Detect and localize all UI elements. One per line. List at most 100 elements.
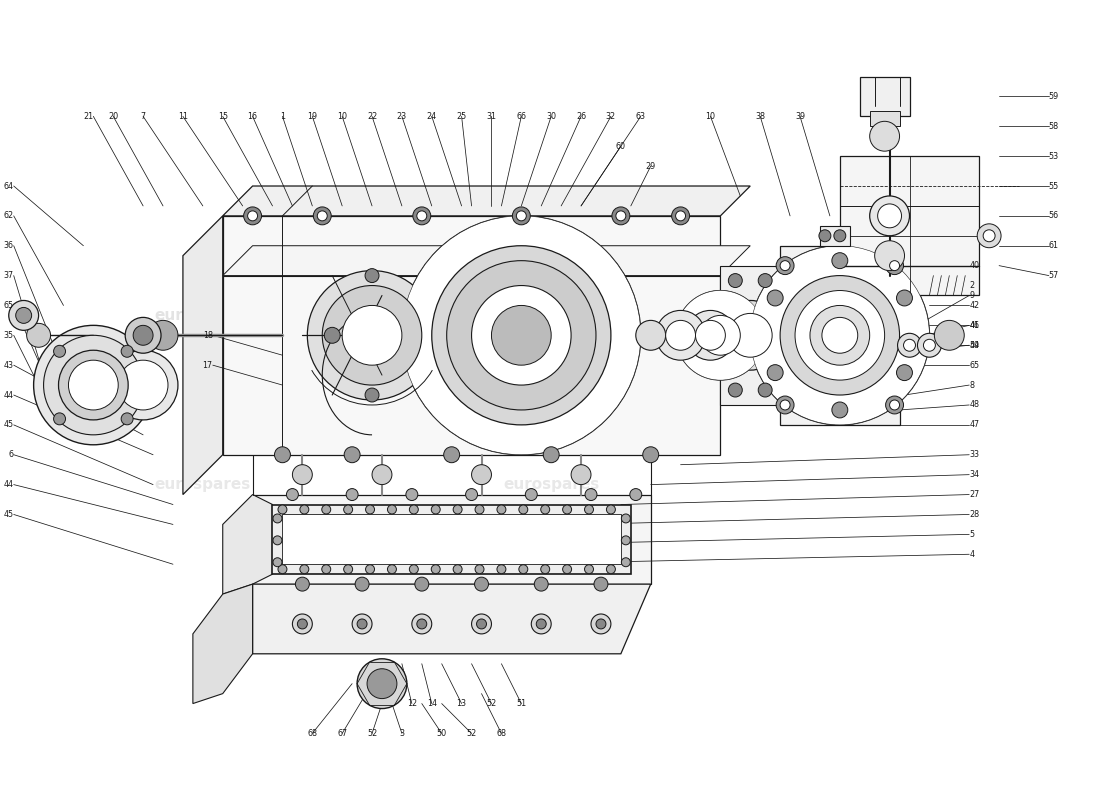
Text: 25: 25: [456, 112, 466, 121]
Circle shape: [300, 505, 309, 514]
Circle shape: [322, 286, 421, 385]
Bar: [860, 77, 910, 116]
Text: 64: 64: [3, 182, 13, 190]
Text: 36: 36: [3, 242, 13, 250]
Circle shape: [621, 558, 630, 566]
Circle shape: [365, 269, 380, 282]
Circle shape: [248, 211, 257, 221]
Text: 21: 21: [84, 112, 94, 121]
Circle shape: [621, 536, 630, 545]
Circle shape: [616, 211, 626, 221]
Circle shape: [273, 514, 282, 523]
Circle shape: [443, 446, 460, 462]
Text: 46: 46: [969, 321, 979, 330]
Circle shape: [541, 565, 550, 574]
Text: 40: 40: [969, 261, 979, 270]
Text: eurospares: eurospares: [155, 308, 251, 323]
Text: 62: 62: [3, 211, 13, 220]
Circle shape: [685, 310, 735, 360]
Text: 45: 45: [3, 420, 13, 430]
Polygon shape: [273, 505, 630, 574]
Circle shape: [118, 360, 168, 410]
Circle shape: [874, 241, 904, 270]
Circle shape: [685, 301, 756, 370]
Polygon shape: [283, 514, 620, 564]
Text: 48: 48: [969, 401, 979, 410]
Text: 65: 65: [3, 301, 13, 310]
Circle shape: [818, 230, 830, 242]
Circle shape: [317, 211, 327, 221]
Circle shape: [492, 306, 551, 365]
Circle shape: [832, 253, 848, 269]
Circle shape: [407, 221, 636, 450]
Circle shape: [516, 211, 526, 221]
Polygon shape: [183, 216, 222, 494]
Circle shape: [58, 350, 129, 420]
Polygon shape: [720, 266, 780, 405]
Text: 54: 54: [969, 341, 979, 350]
Text: 34: 34: [969, 470, 979, 479]
Circle shape: [777, 396, 794, 414]
Circle shape: [358, 619, 367, 629]
Circle shape: [591, 614, 611, 634]
Circle shape: [636, 320, 666, 350]
Circle shape: [121, 413, 133, 425]
Circle shape: [780, 261, 790, 270]
Circle shape: [431, 565, 440, 574]
Circle shape: [934, 320, 965, 350]
Text: 31: 31: [486, 112, 496, 121]
Text: 18: 18: [202, 331, 212, 340]
Text: 57: 57: [1048, 271, 1059, 280]
Circle shape: [465, 489, 477, 501]
Circle shape: [621, 514, 630, 523]
Circle shape: [402, 216, 641, 454]
Circle shape: [417, 211, 427, 221]
Text: 5: 5: [969, 530, 975, 539]
Text: 12: 12: [407, 699, 417, 708]
Polygon shape: [222, 246, 750, 275]
Text: 68: 68: [307, 729, 317, 738]
Text: 22: 22: [367, 112, 377, 121]
Text: 66: 66: [516, 112, 526, 121]
Circle shape: [300, 565, 309, 574]
Circle shape: [757, 252, 923, 418]
Text: 50: 50: [437, 729, 447, 738]
Circle shape: [343, 565, 353, 574]
Circle shape: [307, 270, 437, 400]
Bar: [820, 226, 850, 246]
Circle shape: [531, 614, 551, 634]
Circle shape: [675, 290, 766, 380]
Circle shape: [365, 388, 380, 402]
Text: 14: 14: [427, 699, 437, 708]
Circle shape: [412, 207, 431, 225]
Text: 26: 26: [576, 112, 586, 121]
Circle shape: [324, 327, 340, 343]
Circle shape: [513, 207, 530, 225]
Text: 19: 19: [307, 112, 318, 121]
Text: 20: 20: [108, 112, 119, 121]
Circle shape: [34, 326, 153, 445]
Circle shape: [656, 310, 705, 360]
Circle shape: [286, 489, 298, 501]
Text: 42: 42: [969, 301, 979, 310]
Circle shape: [475, 565, 484, 574]
Text: 53: 53: [1048, 152, 1059, 161]
Text: 45: 45: [3, 510, 13, 519]
Text: 65: 65: [969, 361, 979, 370]
Circle shape: [769, 264, 911, 406]
Circle shape: [497, 565, 506, 574]
Circle shape: [243, 207, 262, 225]
Text: 10: 10: [338, 112, 348, 121]
Circle shape: [409, 565, 418, 574]
Circle shape: [342, 306, 402, 365]
Text: 39: 39: [795, 112, 805, 121]
Circle shape: [411, 614, 431, 634]
Text: 47: 47: [969, 420, 979, 430]
Circle shape: [780, 400, 790, 410]
Circle shape: [776, 270, 904, 400]
Circle shape: [427, 241, 616, 430]
Circle shape: [612, 207, 630, 225]
Circle shape: [762, 258, 917, 413]
Text: 15: 15: [218, 112, 228, 121]
Circle shape: [780, 275, 900, 395]
